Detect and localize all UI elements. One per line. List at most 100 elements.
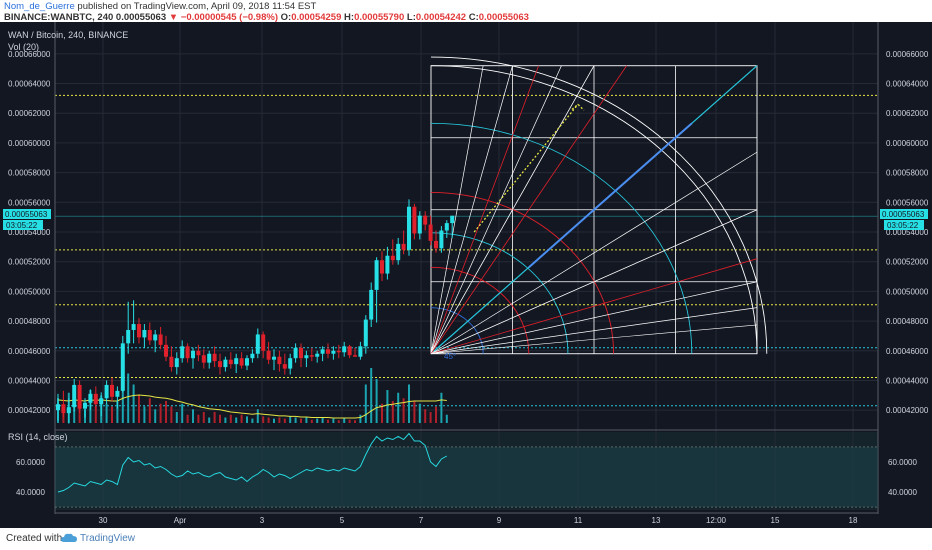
y-tick-left: 0.00046000 <box>8 347 51 356</box>
open-label: O: <box>280 12 292 23</box>
candle-body <box>115 390 120 397</box>
volume-bar <box>305 417 308 423</box>
volume-bar <box>256 409 259 423</box>
projection-arrow <box>473 103 579 233</box>
gann-fan-ray <box>430 65 562 354</box>
tradingview-cloud-icon <box>61 533 77 542</box>
candle-body <box>131 324 136 330</box>
volume-bar <box>348 419 351 423</box>
candle-body <box>396 243 401 261</box>
candle-body <box>191 350 195 359</box>
volume-bar <box>294 417 297 423</box>
price-chart-svg[interactable]: 0.00066000 0.00066000 0.00064000 0.00064000… <box>0 22 932 528</box>
candle-body <box>401 243 406 250</box>
tradingview-brand[interactable]: TradingView <box>80 533 136 544</box>
chart-area[interactable]: 0.00066000 0.00066000 0.00064000 0.00064000… <box>0 22 932 528</box>
candle-body <box>288 358 293 369</box>
publish-header: Nom_de_Guerre published on TradingView.c… <box>0 0 932 23</box>
y-tick-right: 0.00048000 <box>886 317 929 326</box>
volume-bar <box>429 412 432 423</box>
volume-bar <box>332 418 335 423</box>
y-tick-left: 0.00056000 <box>8 198 51 207</box>
volume-bar <box>175 412 178 423</box>
volume-bar <box>327 419 329 423</box>
candle-body <box>299 347 303 359</box>
y-tick-right: 0.00050000 <box>886 287 929 296</box>
y-tick-left: 0.00042000 <box>8 406 51 415</box>
volume-bar <box>186 414 189 423</box>
y-tick-left: 0.00050000 <box>8 287 51 296</box>
volume-bar <box>321 417 324 423</box>
candle-body <box>439 230 444 249</box>
candle-body <box>374 260 379 290</box>
candle-body <box>93 393 98 405</box>
candle-body <box>164 344 168 357</box>
fan-angle-label: 45° <box>444 352 456 361</box>
candle-body <box>293 347 298 359</box>
y-tick-left: 0.00044000 <box>8 376 51 385</box>
volume-bar <box>354 420 356 423</box>
left-timer-badge: 03:05:22 <box>6 221 38 230</box>
x-tick-label: 5 <box>340 516 345 525</box>
volume-bar <box>138 395 140 423</box>
volume-bar <box>219 414 221 423</box>
volume-bar <box>246 416 248 423</box>
volume-bar <box>224 417 227 423</box>
volume-bar <box>316 418 319 423</box>
volume-bar <box>408 384 410 423</box>
candle-body <box>434 240 438 249</box>
rsi-pane-bg <box>55 432 878 510</box>
x-tick-label: 11 <box>574 516 583 525</box>
volume-bar <box>165 401 167 423</box>
right-timer-badge-bg <box>884 220 924 230</box>
candle-body <box>153 334 158 341</box>
volume-bar <box>229 414 232 423</box>
y-tick-left: 0.00048000 <box>8 317 51 326</box>
volume-bar <box>386 390 389 423</box>
volume-bar <box>424 409 427 423</box>
candle-body <box>304 355 309 359</box>
candle-body <box>212 353 217 362</box>
candle-body <box>266 350 271 360</box>
last-price: 0.00055063 <box>115 12 167 23</box>
gann-fan-ray <box>430 258 758 355</box>
candle-body <box>428 224 433 241</box>
y-tick-left: 0.00062000 <box>8 109 51 118</box>
volume-bar <box>105 403 108 423</box>
volume-bar <box>197 414 200 423</box>
grid-lines <box>55 22 878 510</box>
candle-body <box>444 223 449 231</box>
y-tick-right: 0.00042000 <box>886 406 929 415</box>
volume-legend: Vol (20) <box>8 42 39 52</box>
x-tick-label: 12:00 <box>706 516 727 525</box>
candle-body <box>180 346 185 359</box>
candle-body <box>272 356 276 360</box>
candle-body <box>169 356 174 368</box>
y-tick-right: 0.00066000 <box>886 50 929 59</box>
author-link[interactable]: Nom_de_Guerre <box>4 1 75 12</box>
volume-bar <box>364 384 367 423</box>
candle-body <box>174 358 179 368</box>
volume-bar <box>445 414 448 423</box>
horizontal-levels <box>55 94 878 407</box>
volume-bar <box>359 414 362 423</box>
right-price-badge: 0.00055063 <box>882 210 925 219</box>
volume-bar <box>208 417 211 423</box>
candle-body <box>147 329 152 341</box>
y-tick-right: 0.00054000 <box>886 228 929 237</box>
volume-bar <box>273 418 275 423</box>
candle-body <box>331 350 336 354</box>
gann-fan-ray <box>430 65 595 354</box>
candle-body <box>277 356 282 365</box>
candle-body <box>326 349 330 354</box>
y-tick-right: 0.00060000 <box>886 139 929 148</box>
volume-bar <box>94 406 97 423</box>
x-tick-label: 13 <box>652 516 661 525</box>
candle-body <box>239 358 244 366</box>
volume-bar <box>343 417 346 423</box>
rsi-tick-right: 60.0000 <box>888 458 917 467</box>
candle-body <box>380 260 384 274</box>
volume-bar <box>159 403 162 423</box>
candle-body <box>158 334 163 345</box>
candle-body <box>223 359 228 368</box>
